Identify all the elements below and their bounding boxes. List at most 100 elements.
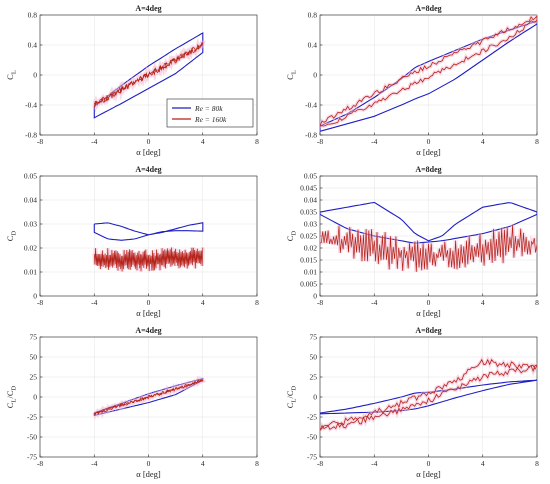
- x-tick-label: -4: [371, 459, 377, 468]
- y-tick-label: 0.4: [308, 41, 318, 50]
- x-tick-label: 0: [147, 298, 151, 307]
- series-line-re80k: [93, 32, 204, 119]
- y-axis-label: CL/CD: [285, 386, 298, 409]
- chart-title: A=4deg: [135, 326, 161, 335]
- y-label-subscript: L: [11, 399, 18, 403]
- x-tick-label: -4: [91, 459, 97, 468]
- y-tick-label: 25: [30, 373, 38, 382]
- series-layer: [92, 222, 205, 272]
- y-tick-label: 0.045: [300, 184, 317, 193]
- y-tick-label: 0.01: [24, 268, 37, 277]
- chart-title: A=8deg: [415, 165, 441, 174]
- x-tick-label: 0: [147, 459, 151, 468]
- x-tick-label: -8: [37, 298, 43, 307]
- y-axis-label: CL/CD: [5, 386, 18, 409]
- y-label-main: C: [5, 402, 15, 408]
- y-tick-label: 75: [30, 333, 38, 342]
- y-label-subscript: D: [291, 231, 298, 236]
- chart-panel-6: -8 -4 0 4 8 -75 -50 -25 0 25 50 75 A=8deg α [deg] CL/C…: [285, 326, 539, 479]
- x-tick-label: 4: [481, 298, 485, 307]
- series-line-re160k: [320, 358, 537, 431]
- series-line-re160k: [93, 42, 204, 109]
- series-layer: [92, 375, 207, 420]
- x-tick-label: 0: [427, 137, 431, 146]
- legend-label: Re = 160k: [194, 115, 227, 124]
- y-tick-label: -50: [307, 433, 317, 442]
- series-layer: [320, 201, 537, 272]
- x-tick-label: 8: [255, 298, 259, 307]
- x-tick-label: 0: [427, 298, 431, 307]
- y-label-subscript: L: [291, 70, 298, 74]
- legend-label: Re = 80k: [194, 104, 223, 113]
- y-tick-label: 75: [310, 333, 318, 342]
- chart-title: A=4deg: [135, 165, 161, 174]
- x-axis-label: α [deg]: [136, 308, 161, 318]
- y-tick-label: 0.02: [24, 244, 37, 253]
- x-tick-label: 8: [255, 459, 259, 468]
- y-axis-label: CL: [5, 70, 18, 80]
- x-tick-label: 4: [481, 137, 485, 146]
- y-tick-label: 0.4: [28, 41, 38, 50]
- y-label-main: C: [5, 235, 15, 241]
- y-tick-label: -0.4: [305, 101, 317, 110]
- x-tick-label: -8: [317, 137, 323, 146]
- y-tick-label: 50: [310, 353, 318, 362]
- y-axis-label: CL: [285, 70, 298, 80]
- y-tick-label: -25: [307, 413, 317, 422]
- y-tick-label: 0: [33, 71, 37, 80]
- y-tick-label: 0.8: [28, 11, 38, 20]
- y-tick-label: -25: [27, 413, 37, 422]
- y-tick-label: 0: [313, 292, 317, 301]
- legend-box: [166, 98, 254, 128]
- y-tick-label: 0: [313, 71, 317, 80]
- y-tick-label: 0.05: [304, 172, 317, 181]
- x-tick-label: 4: [201, 298, 205, 307]
- x-tick-label: 0: [427, 459, 431, 468]
- y-tick-label: 0.015: [300, 256, 317, 265]
- chart-panel-2: -8 -4 0 4 8 -0.8 -0.4 0 0.4 0.8 A=8deg α [deg] CL: [285, 4, 539, 157]
- y-label-divider: /C: [5, 390, 15, 398]
- y-tick-label: 0.05: [24, 172, 37, 181]
- series-line-re160k: [320, 224, 537, 272]
- x-tick-label: 0: [147, 137, 151, 146]
- x-axis-label: α [deg]: [136, 147, 161, 157]
- x-tick-label: 4: [481, 459, 485, 468]
- y-tick-label: 0: [33, 292, 37, 301]
- y-tick-label: 25: [310, 373, 318, 382]
- series-line-re80k: [93, 222, 204, 241]
- y-tick-label: -50: [27, 433, 37, 442]
- x-axis-label: α [deg]: [136, 469, 161, 479]
- x-tick-label: -8: [317, 459, 323, 468]
- y-tick-label: 0: [313, 393, 317, 402]
- x-tick-label: -4: [91, 137, 97, 146]
- y-tick-label: 50: [30, 353, 38, 362]
- x-tick-label: 4: [201, 459, 205, 468]
- y-tick-label: 0: [33, 393, 37, 402]
- x-tick-label: 4: [201, 137, 205, 146]
- y-tick-label: 0.02: [304, 244, 317, 253]
- y-label-subscript: D: [11, 231, 18, 236]
- x-tick-label: 8: [535, 298, 539, 307]
- y-label-main: C: [285, 402, 295, 408]
- y-tick-label: 0.03: [24, 220, 37, 229]
- chart-title: A=8deg: [415, 326, 441, 335]
- series-layer: [320, 15, 537, 132]
- y-label-divider: /C: [285, 390, 295, 398]
- y-label-main: C: [285, 235, 295, 241]
- series-layer: [92, 32, 206, 119]
- x-tick-label: -8: [37, 137, 43, 146]
- x-tick-label: 8: [535, 459, 539, 468]
- y-tick-label: 0.04: [304, 196, 317, 205]
- series-line-re160k: [93, 247, 204, 272]
- x-tick-label: -8: [37, 459, 43, 468]
- legend: Re = 80k Re = 160k: [166, 98, 254, 128]
- y-tick-label: -75: [307, 453, 317, 462]
- y-tick-label: 0.035: [300, 208, 317, 217]
- x-axis-label: α [deg]: [416, 469, 441, 479]
- x-tick-label: -4: [371, 298, 377, 307]
- y-tick-label: -0.4: [25, 101, 37, 110]
- y-label-subscript: L: [11, 70, 18, 74]
- y-tick-label: 0.03: [304, 220, 317, 229]
- y-tick-label: -0.8: [305, 131, 317, 140]
